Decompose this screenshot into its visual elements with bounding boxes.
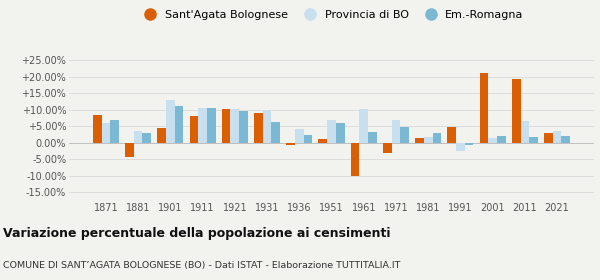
Bar (512, 79, 521, 143)
Bar (198, 108, 207, 143)
Bar (456, 143, 465, 151)
Bar (327, 120, 336, 143)
Bar (529, 137, 538, 143)
Bar (125, 143, 134, 157)
Bar (544, 133, 553, 143)
Bar (433, 133, 441, 143)
Bar (424, 137, 433, 143)
Bar (465, 143, 473, 145)
Bar (392, 120, 400, 143)
Bar (336, 123, 344, 143)
Bar (383, 143, 392, 153)
Bar (319, 139, 327, 143)
Bar (101, 123, 110, 143)
Bar (93, 115, 101, 143)
Bar (295, 129, 304, 143)
Bar (368, 132, 377, 143)
Bar (175, 106, 184, 143)
Bar (166, 101, 175, 143)
Bar (497, 136, 506, 143)
Bar (263, 110, 271, 143)
Bar (142, 133, 151, 143)
Bar (207, 108, 215, 143)
Bar (400, 127, 409, 143)
Bar (239, 111, 248, 143)
Bar (448, 127, 456, 143)
Bar (286, 143, 295, 145)
Bar (110, 120, 119, 143)
Legend: Sant'Agata Bolognese, Provincia di BO, Em.-Romagna: Sant'Agata Bolognese, Provincia di BO, E… (137, 8, 526, 22)
Bar (415, 138, 424, 143)
Bar (134, 131, 142, 143)
Bar (350, 143, 359, 176)
Bar (488, 138, 497, 143)
Bar (304, 135, 313, 143)
Bar (157, 128, 166, 143)
Text: COMUNE DI SANT’AGATA BOLOGNESE (BO) - Dati ISTAT - Elaborazione TUTTITALIA.IT: COMUNE DI SANT’AGATA BOLOGNESE (BO) - Da… (3, 261, 400, 270)
Bar (222, 109, 230, 143)
Text: Variazione percentuale della popolazione ai censimenti: Variazione percentuale della popolazione… (3, 227, 391, 240)
Bar (254, 113, 263, 143)
Bar (271, 122, 280, 143)
Bar (521, 121, 529, 143)
Bar (230, 109, 239, 143)
Bar (553, 131, 562, 143)
Bar (359, 109, 368, 143)
Bar (479, 73, 488, 143)
Bar (190, 116, 198, 143)
Bar (562, 136, 570, 143)
